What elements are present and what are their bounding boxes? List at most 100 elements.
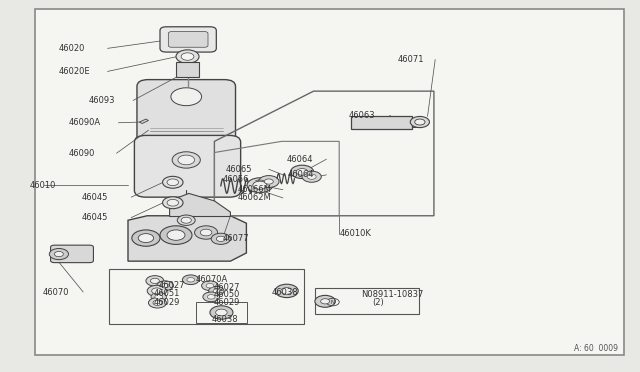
Circle shape <box>138 234 154 243</box>
Circle shape <box>209 286 224 295</box>
FancyBboxPatch shape <box>134 135 241 197</box>
Text: 46066M: 46066M <box>238 185 272 194</box>
Circle shape <box>203 292 220 302</box>
Circle shape <box>216 309 227 316</box>
Polygon shape <box>170 193 230 217</box>
FancyBboxPatch shape <box>137 80 236 148</box>
Circle shape <box>177 215 195 225</box>
Circle shape <box>415 119 425 125</box>
Bar <box>351 116 412 129</box>
Circle shape <box>302 171 321 182</box>
Polygon shape <box>128 216 246 261</box>
Circle shape <box>157 281 173 291</box>
Text: 46070: 46070 <box>42 288 68 296</box>
Text: 46056: 46056 <box>223 175 249 184</box>
Circle shape <box>296 169 308 175</box>
Text: 46093: 46093 <box>88 96 115 105</box>
Circle shape <box>321 299 330 304</box>
Circle shape <box>49 248 68 260</box>
Bar <box>196 302 247 323</box>
Circle shape <box>151 292 166 301</box>
Circle shape <box>206 283 214 288</box>
Text: 46038: 46038 <box>272 288 299 296</box>
Circle shape <box>150 278 159 283</box>
Circle shape <box>307 174 316 179</box>
Circle shape <box>153 300 162 305</box>
Text: N08911-10837: N08911-10837 <box>361 290 423 299</box>
Circle shape <box>155 295 163 299</box>
Circle shape <box>161 283 169 288</box>
Circle shape <box>187 278 195 282</box>
Circle shape <box>176 50 199 63</box>
FancyBboxPatch shape <box>160 27 216 52</box>
Circle shape <box>182 275 199 285</box>
Circle shape <box>202 281 218 291</box>
Circle shape <box>200 229 212 236</box>
Text: 46090: 46090 <box>69 149 95 158</box>
Circle shape <box>281 288 292 294</box>
Circle shape <box>54 251 63 257</box>
Bar <box>412 118 419 127</box>
Circle shape <box>167 199 179 206</box>
Circle shape <box>410 116 429 128</box>
Text: 46029: 46029 <box>214 298 240 307</box>
Circle shape <box>207 295 215 299</box>
Bar <box>109 269 304 324</box>
Circle shape <box>275 284 298 298</box>
Circle shape <box>148 298 166 308</box>
Circle shape <box>132 230 160 246</box>
Text: 46010K: 46010K <box>339 229 371 238</box>
Circle shape <box>181 217 191 223</box>
Circle shape <box>195 226 218 239</box>
Circle shape <box>160 226 192 244</box>
Text: (2): (2) <box>372 298 384 307</box>
Circle shape <box>213 289 220 293</box>
Circle shape <box>247 178 273 193</box>
Text: 46045: 46045 <box>82 193 108 202</box>
Circle shape <box>147 285 166 296</box>
Circle shape <box>163 176 183 188</box>
Text: 46027: 46027 <box>214 283 240 292</box>
Text: 46010: 46010 <box>29 181 56 190</box>
Circle shape <box>291 165 314 179</box>
Circle shape <box>210 306 233 319</box>
Text: 46027: 46027 <box>159 281 185 290</box>
FancyBboxPatch shape <box>168 32 208 47</box>
Text: 46065: 46065 <box>225 165 252 174</box>
Circle shape <box>146 276 164 286</box>
Text: 46029: 46029 <box>154 298 180 307</box>
FancyBboxPatch shape <box>51 245 93 263</box>
Circle shape <box>167 230 185 240</box>
Text: 46020E: 46020E <box>59 67 90 76</box>
Bar <box>176 62 199 77</box>
Text: 46090A: 46090A <box>69 118 101 127</box>
Circle shape <box>167 179 179 186</box>
Text: 46064: 46064 <box>288 170 314 179</box>
Circle shape <box>178 155 195 165</box>
Circle shape <box>163 197 183 209</box>
Circle shape <box>172 152 200 168</box>
Circle shape <box>171 88 202 106</box>
Circle shape <box>253 181 267 189</box>
Text: 46062M: 46062M <box>238 193 272 202</box>
Bar <box>315 288 419 314</box>
Circle shape <box>211 233 230 244</box>
Text: N: N <box>331 299 335 305</box>
Text: 46045: 46045 <box>82 213 108 222</box>
Text: 46063: 46063 <box>349 111 376 120</box>
Text: 46038: 46038 <box>211 315 238 324</box>
Circle shape <box>181 53 194 60</box>
Polygon shape <box>140 119 148 124</box>
Circle shape <box>315 295 335 307</box>
Circle shape <box>152 288 162 294</box>
Text: 46051: 46051 <box>154 289 180 298</box>
Circle shape <box>259 176 279 187</box>
Text: 46071: 46071 <box>398 55 424 64</box>
Text: 46064: 46064 <box>287 155 313 164</box>
Text: 46020: 46020 <box>59 44 85 53</box>
Text: 46050: 46050 <box>214 290 240 299</box>
Text: A: 60  0009: A: 60 0009 <box>573 344 618 353</box>
Text: 46070A: 46070A <box>196 275 228 284</box>
Circle shape <box>216 236 225 241</box>
Text: 46077: 46077 <box>223 234 250 243</box>
